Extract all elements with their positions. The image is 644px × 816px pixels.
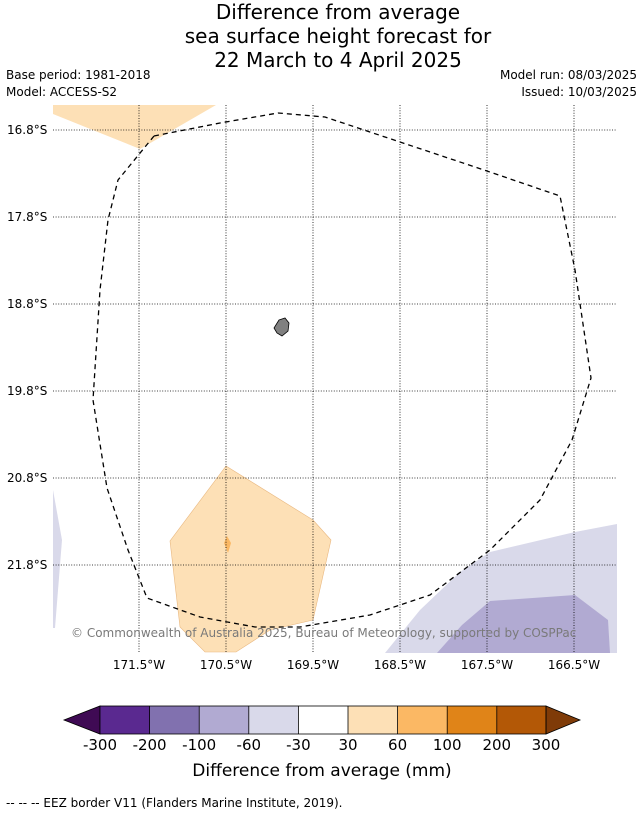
colorbar-tick-3: -100 [182, 736, 217, 754]
lon-label-2: 170.5°W [199, 658, 253, 672]
colorbar-bin-1 [100, 706, 150, 734]
chart-title: Difference from average sea surface heig… [0, 0, 644, 72]
colorbar-tick-7: 60 [388, 736, 408, 754]
colorbar [62, 705, 582, 735]
lon-label-1: 171.5°W [112, 658, 166, 672]
colorbar-tick-2: -200 [132, 736, 167, 754]
colorbar-tick-10: 300 [531, 736, 561, 754]
meta-left: Base period: 1981-2018 Model: ACCESS-S2 [6, 67, 151, 101]
colorbar-bin-7 [397, 706, 448, 734]
lat-label-1: 16.8°S [7, 123, 48, 137]
title-line-2: sea surface height forecast for [184, 24, 492, 48]
colorbar-dividers [149, 706, 498, 734]
lon-label-5: 167.5°W [460, 658, 514, 672]
colorbar-bin-3 [199, 706, 249, 734]
colorbar-tick-5: -30 [286, 736, 311, 754]
colorbar-bin-6 [348, 706, 398, 734]
colorbar-bin-9 [496, 706, 547, 734]
colorbar-bin-5 [298, 706, 348, 734]
model-run: Model run: 08/03/2025 [499, 68, 637, 82]
lat-label-6: 21.8°S [7, 558, 48, 572]
anomaly-neg-60-30-west [53, 490, 62, 628]
eez-footnote: -- -- -- EEZ border V11 (Flanders Marine… [6, 796, 343, 810]
colorbar-title: Difference from average (mm) [192, 761, 452, 781]
map-grid [53, 105, 617, 653]
lon-label-4: 168.5°W [373, 658, 427, 672]
anomaly-pos-30-60-south [169, 465, 332, 653]
lon-label-3: 169.5°W [286, 658, 340, 672]
colorbar-outline [99, 705, 547, 735]
colorbar-bin-2 [149, 706, 200, 734]
lat-label-2: 17.8°S [7, 210, 48, 224]
title-line-3: 22 March to 4 April 2025 [214, 48, 462, 72]
lon-label-6: 166.5°W [547, 658, 601, 672]
lat-label-4: 19.8°S [7, 384, 48, 398]
eez-border [92, 112, 592, 628]
colorbar-extend-low [62, 705, 101, 735]
meta-right: Model run: 08/03/2025 Issued: 10/03/2025 [500, 67, 637, 101]
colorbar-bin-4 [248, 706, 299, 734]
base-period: Base period: 1981-2018 [6, 68, 151, 82]
colorbar-bin-8 [447, 706, 497, 734]
anomaly-pos-60-100-spot [224, 536, 231, 553]
issued-date: Issued: 10/03/2025 [521, 85, 637, 99]
colorbar-tick-8: 100 [432, 736, 462, 754]
map [53, 105, 617, 653]
title-line-1: Difference from average [215, 0, 461, 24]
lat-label-3: 18.8°S [7, 297, 48, 311]
niue-island [273, 317, 290, 337]
anomaly-neg-100-60-southeast [437, 595, 610, 653]
colorbar-tick-6: 30 [338, 736, 358, 754]
anomaly-pos-30-60-north [53, 105, 216, 149]
colorbar-tick-1: -300 [82, 736, 118, 754]
model-name: Model: ACCESS-S2 [6, 85, 118, 99]
colorbar-tick-4: -60 [236, 736, 262, 754]
copyright-notice: © Commonwealth of Australia 2025, Bureau… [71, 626, 577, 640]
colorbar-tick-9: 200 [482, 736, 512, 754]
lat-label-5: 20.8°S [7, 471, 48, 485]
colorbar-extend-high [545, 705, 582, 735]
